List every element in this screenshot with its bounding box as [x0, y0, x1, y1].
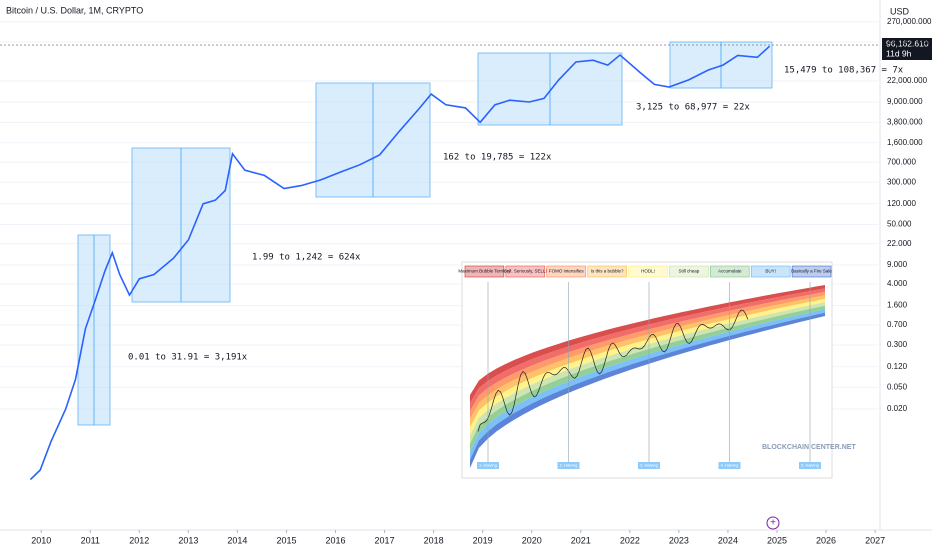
halving-label: 1. Halving	[479, 463, 497, 468]
halving-tag	[718, 462, 741, 469]
add-button[interactable]	[766, 516, 780, 530]
annotation: 162 to 19,785 = 122x	[443, 153, 552, 163]
countdown: 11d 9h	[886, 48, 912, 58]
legend-label: Maximum Bubble Territory	[458, 269, 511, 274]
halving-label: 4. Halving	[721, 463, 739, 468]
x-tick-label: 2027	[865, 535, 885, 545]
legend-label: FOMO intensifies	[549, 269, 585, 274]
annotation: 3,125 to 68,977 = 22x	[636, 103, 750, 113]
legend-swatch	[750, 265, 791, 278]
x-tick-label: 2017	[375, 535, 395, 545]
legend-swatch	[628, 265, 668, 278]
range-arrows	[93, 42, 722, 425]
halving-tag	[557, 462, 580, 469]
legend-label: Basically a Fire Sale	[791, 269, 832, 274]
inset-brand: BLOCKCHAIN CENTER.NET	[762, 444, 856, 451]
legend-swatch	[505, 265, 546, 278]
y-tick-label: 120.000	[887, 199, 916, 208]
x-tick-label: 2026	[816, 535, 836, 545]
x-tick-label: 2012	[129, 535, 149, 545]
annotation: 15,479 to 108,367 = 7x	[784, 66, 904, 76]
halving-label: 3. Halving	[640, 463, 658, 468]
last-price: 96,162.610	[886, 38, 929, 48]
annotation: 1.99 to 1,242 = 624x	[252, 253, 361, 263]
y-tick-label: 115,000.000	[887, 37, 931, 46]
y-tick-label: 3,800.000	[887, 117, 923, 126]
y-tick-label: 300.000	[887, 177, 916, 186]
legend-swatch	[546, 265, 586, 278]
legend-label: Accumulate	[718, 269, 742, 274]
x-tick-label: 2014	[227, 535, 247, 545]
x-tick-label: 2024	[718, 535, 738, 545]
x-tick-label: 2011	[81, 535, 100, 545]
legend-label: Sell. Seriously, SELL!	[504, 269, 547, 274]
y-tick-label: 0.020	[887, 404, 908, 413]
y-tick-label: 0.700	[887, 320, 908, 329]
y-tick-label: 0.120	[887, 362, 908, 371]
x-tick-label: 2015	[276, 535, 296, 545]
y-tick-label: 4.000	[887, 279, 908, 288]
legend-label: Is this a bubble?	[591, 269, 624, 274]
chart-title: Bitcoin / U.S. Dollar, 1M, CRYPTO	[6, 5, 143, 15]
x-tick-label: 2016	[326, 535, 346, 545]
x-tick-label: 2010	[31, 535, 51, 545]
halving-label: 5. Halving	[801, 463, 819, 468]
x-tick-label: 2019	[473, 535, 493, 545]
y-tick-label: 270,000.000	[887, 17, 932, 26]
legend-swatch	[791, 265, 832, 278]
price-line	[29, 45, 771, 481]
add-icon[interactable]: +	[770, 518, 776, 529]
y-tick-label: 50.000	[887, 220, 912, 229]
x-tick-label: 2013	[178, 535, 198, 545]
inset-price	[477, 309, 749, 432]
x-tick-label: 2025	[767, 535, 787, 545]
x-tick-label: 2023	[669, 535, 689, 545]
x-tick-label: 2022	[620, 535, 640, 545]
currency: USD	[890, 6, 910, 16]
x-tick-label: 2018	[424, 535, 444, 545]
annotation: 0.01 to 31.91 = 3,191x	[128, 353, 248, 363]
y-tick-label: 9.000	[887, 260, 908, 269]
x-tick-label: 2021	[571, 535, 591, 545]
legend-swatch	[464, 265, 505, 278]
y-tick-label: 0.300	[887, 340, 908, 349]
last-price-badge	[882, 38, 932, 60]
legend-swatch	[587, 265, 627, 278]
y-tick-label: 9,000.000	[887, 97, 923, 106]
y-tick-label: 0.050	[887, 382, 908, 391]
halving-tag	[638, 462, 660, 469]
halving-label: 2. Halving	[560, 463, 578, 468]
legend-label: HODL!	[641, 269, 655, 274]
y-tick-label: 1,600.000	[887, 138, 923, 147]
legend-swatch	[669, 265, 709, 278]
legend-label: BUY!	[765, 269, 776, 274]
y-tick-label: 22.000	[887, 239, 912, 248]
y-tick-label: 22,000.000	[887, 76, 928, 85]
halving-tag	[477, 462, 499, 469]
legend-label: Still cheap	[679, 269, 700, 274]
y-tick-label: 700.000	[887, 157, 916, 166]
x-tick-label: 2020	[522, 535, 542, 545]
halving-tag	[799, 462, 821, 469]
legend-swatch	[710, 265, 750, 278]
y-tick-label: 1.600	[887, 301, 908, 310]
